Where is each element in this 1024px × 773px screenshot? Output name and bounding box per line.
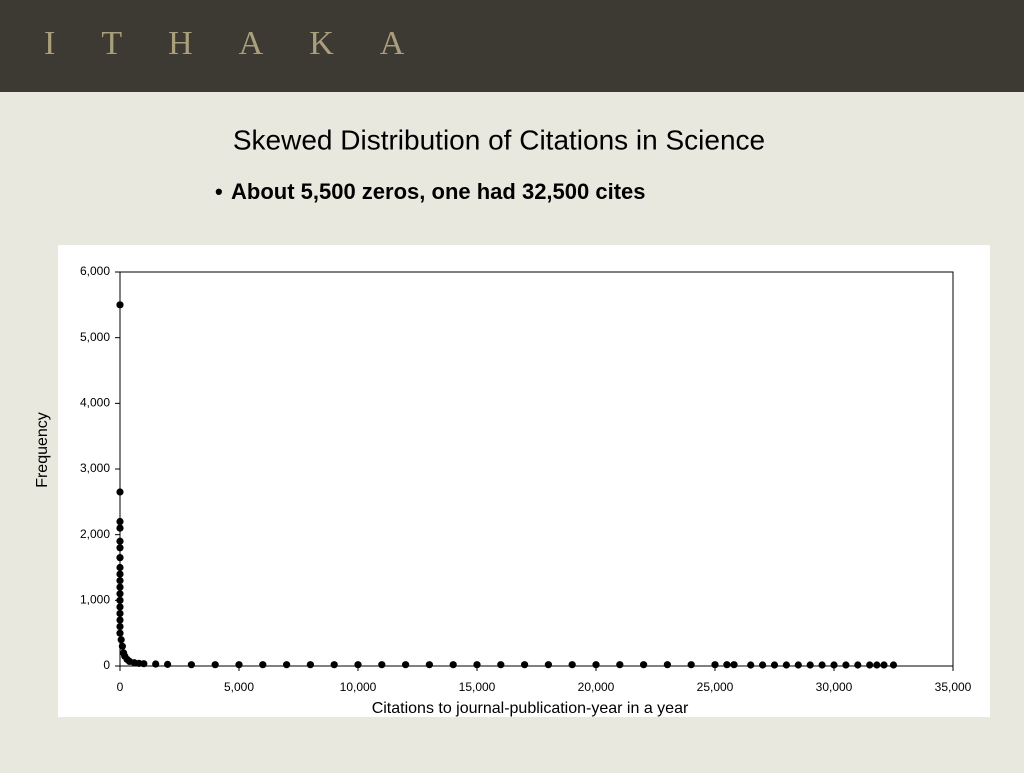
- point: [354, 661, 362, 669]
- point: [116, 301, 124, 309]
- point: [116, 583, 124, 591]
- point: [449, 661, 457, 669]
- point: [116, 616, 124, 624]
- point: [117, 636, 125, 644]
- point: [866, 661, 874, 669]
- point: [211, 661, 219, 669]
- point: [187, 661, 195, 669]
- point: [283, 661, 291, 669]
- point: [235, 661, 243, 669]
- point: [723, 661, 731, 669]
- y-tick-label: 4,000: [80, 396, 110, 410]
- slide-title: Skewed Distribution of Citations in Scie…: [233, 124, 765, 155]
- x-tick-label: 5,000: [224, 680, 254, 694]
- point: [782, 661, 791, 669]
- point: [687, 661, 695, 669]
- plot: 0 1,000 2,000 3,000 4,000 5,000 6,000 0 5,000 10,…: [80, 264, 972, 694]
- point: [116, 577, 124, 585]
- x-tick-label: 0: [117, 680, 124, 694]
- point: [873, 661, 881, 669]
- point: [794, 661, 802, 669]
- x-tick-label: 10,000: [340, 680, 377, 694]
- point: [140, 660, 148, 668]
- bullet-mark: •: [215, 179, 223, 204]
- x-tick-label: 35,000: [935, 680, 972, 694]
- point: [116, 517, 124, 526]
- point: [640, 661, 648, 669]
- point: [116, 629, 124, 637]
- bullet-text: About 5,500 zeros, one had 32,500 cites: [231, 179, 646, 204]
- point: [259, 661, 267, 669]
- point: [164, 660, 172, 668]
- point: [473, 661, 481, 669]
- y-tick-label: 5,000: [80, 330, 110, 344]
- x-tick-label: 20,000: [578, 680, 615, 694]
- point: [730, 661, 738, 669]
- point: [118, 642, 126, 650]
- y-tick-label: 1,000: [80, 593, 110, 607]
- point: [842, 661, 850, 669]
- point: [116, 570, 124, 578]
- point: [425, 661, 433, 669]
- chart-area: [58, 245, 990, 717]
- point: [116, 537, 124, 545]
- point: [152, 660, 160, 668]
- point: [568, 661, 576, 669]
- point: [116, 603, 124, 611]
- x-tick-label: 30,000: [816, 680, 853, 694]
- x-tick-label: 25,000: [697, 680, 734, 694]
- point: [116, 544, 124, 552]
- point: [818, 661, 826, 669]
- point: [402, 661, 410, 669]
- point: [711, 661, 719, 669]
- point: [116, 524, 124, 532]
- header-bar: [0, 0, 1024, 92]
- point: [880, 661, 888, 669]
- point: [378, 661, 386, 669]
- point: [854, 661, 862, 669]
- y-tick-label: 0: [103, 658, 110, 672]
- point: [663, 661, 672, 669]
- point: [116, 596, 124, 604]
- point: [497, 661, 505, 669]
- y-tick-label: 2,000: [80, 527, 110, 541]
- point: [544, 661, 553, 669]
- point: [889, 661, 898, 669]
- point: [306, 661, 314, 669]
- point: [116, 488, 124, 496]
- point: [116, 554, 124, 562]
- point: [592, 661, 600, 669]
- y-axis-label: Frequency: [34, 412, 51, 488]
- point: [330, 661, 338, 669]
- point: [616, 661, 624, 669]
- x-tick-label: 15,000: [459, 680, 496, 694]
- x-axis-label: Citations to journal-publication-year in…: [372, 700, 689, 717]
- point: [116, 590, 124, 598]
- point: [759, 661, 767, 669]
- point: [770, 661, 779, 669]
- point: [116, 623, 124, 631]
- logo: ITHAKA: [44, 25, 450, 62]
- y-tick-label: 6,000: [80, 264, 110, 278]
- point: [521, 661, 529, 669]
- point: [116, 563, 124, 572]
- point: [116, 609, 124, 618]
- y-tick-label: 3,000: [80, 461, 110, 475]
- point: [747, 661, 755, 669]
- point: [830, 661, 838, 669]
- point: [806, 661, 814, 669]
